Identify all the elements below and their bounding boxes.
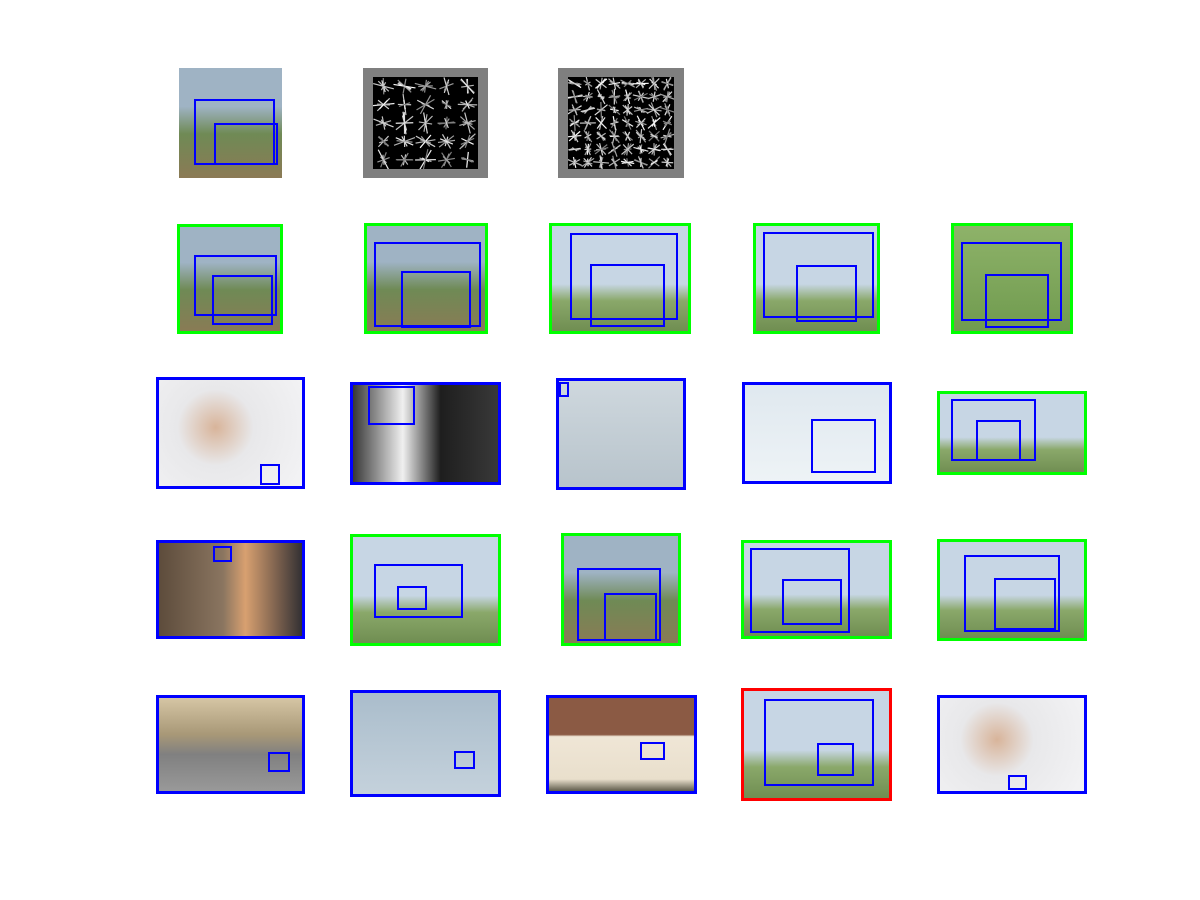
neutral-detection-frame	[156, 695, 305, 794]
correct-detection-frame	[951, 223, 1073, 334]
horse-photo	[937, 391, 1087, 475]
root-filter-box	[960, 241, 1062, 321]
correct-detection-frame	[561, 533, 681, 646]
result-thumbnail	[156, 695, 305, 794]
neutral-detection-frame	[350, 690, 501, 797]
root-filter-box	[763, 231, 874, 319]
part-filter-box	[401, 270, 471, 329]
hog-template-icon	[558, 68, 684, 178]
result-thumbnail	[561, 533, 681, 646]
cow-photo	[350, 382, 501, 485]
result-thumbnail	[156, 540, 305, 639]
result-thumbnail	[546, 695, 697, 794]
root-filter-box	[454, 750, 476, 770]
horse-rider-photo	[364, 223, 488, 334]
root-filter-box	[260, 464, 280, 485]
house-photo	[546, 695, 697, 794]
root-filter-box	[763, 699, 874, 787]
correct-detection-frame	[753, 223, 880, 334]
result-thumbnail	[556, 378, 686, 490]
neutral-detection-frame	[156, 540, 305, 639]
correct-detection-frame	[937, 391, 1087, 475]
result-thumbnail	[350, 534, 501, 646]
correct-detection-frame	[364, 223, 488, 334]
neutral-detection-frame	[546, 695, 697, 794]
root-filter-box	[558, 382, 569, 398]
root-filter-box	[570, 232, 679, 320]
root-filter-box	[212, 545, 232, 562]
part-filter-box	[816, 743, 855, 777]
horse-photo	[741, 540, 892, 639]
root-filter-box	[1007, 775, 1027, 791]
part-filter-box	[211, 274, 274, 326]
pinto-horse-photo	[951, 223, 1073, 334]
result-thumbnail	[177, 224, 283, 334]
part-filter-box	[396, 585, 427, 611]
incorrect-detection-frame	[741, 688, 892, 801]
neutral-detection-frame	[937, 695, 1087, 794]
root-filter-box	[373, 241, 481, 328]
airplane-photo	[742, 382, 892, 484]
result-thumbnail	[742, 382, 892, 484]
result-thumbnail	[350, 690, 501, 797]
correct-detection-frame	[937, 539, 1087, 641]
correct-detection-frame	[350, 534, 501, 646]
result-thumbnail	[156, 377, 305, 489]
horse-rider-photo	[561, 533, 681, 646]
result-thumbnail	[549, 223, 691, 334]
correct-detection-frame	[741, 540, 892, 639]
result-thumbnail	[951, 223, 1073, 334]
hog-template-icon	[363, 68, 488, 178]
root-filter-box	[368, 386, 415, 426]
root-filter-box	[193, 254, 277, 317]
root-filter-box	[964, 555, 1060, 632]
root-filter-box	[639, 741, 666, 761]
result-thumbnail	[753, 223, 880, 334]
root-filter-box	[267, 752, 291, 773]
root-filter-box	[374, 564, 464, 618]
neutral-detection-frame	[556, 378, 686, 490]
baby-photo	[156, 377, 305, 489]
horse-photo	[753, 223, 880, 334]
part-filter-box	[976, 420, 1021, 461]
neutral-detection-frame	[742, 382, 892, 484]
result-thumbnail	[350, 382, 501, 485]
result-thumbnail	[741, 688, 892, 801]
part-filter-box	[994, 577, 1056, 630]
neutral-detection-frame	[156, 377, 305, 489]
part-filter-box	[214, 123, 278, 165]
part-filter-box	[590, 264, 666, 328]
root-filter-box	[811, 418, 876, 473]
baby-photo	[937, 695, 1087, 794]
part-filter-box	[796, 265, 858, 322]
result-thumbnail	[741, 540, 892, 639]
bird-photo	[556, 378, 686, 490]
root-filter-box	[750, 547, 850, 634]
part-filter-box	[985, 274, 1049, 329]
result-thumbnail	[364, 223, 488, 334]
result-thumbnail	[937, 539, 1087, 641]
part-filter-box	[781, 578, 843, 626]
owl-photo	[350, 690, 501, 797]
horse-photo	[549, 223, 691, 334]
result-thumbnail	[937, 695, 1087, 794]
correct-detection-frame	[549, 223, 691, 334]
neutral-detection-frame	[350, 382, 501, 485]
part-filter-box	[604, 592, 657, 642]
road-animals-photo	[156, 695, 305, 794]
correct-detection-frame	[177, 224, 283, 334]
result-thumbnail	[937, 391, 1087, 475]
query-image	[179, 68, 282, 178]
